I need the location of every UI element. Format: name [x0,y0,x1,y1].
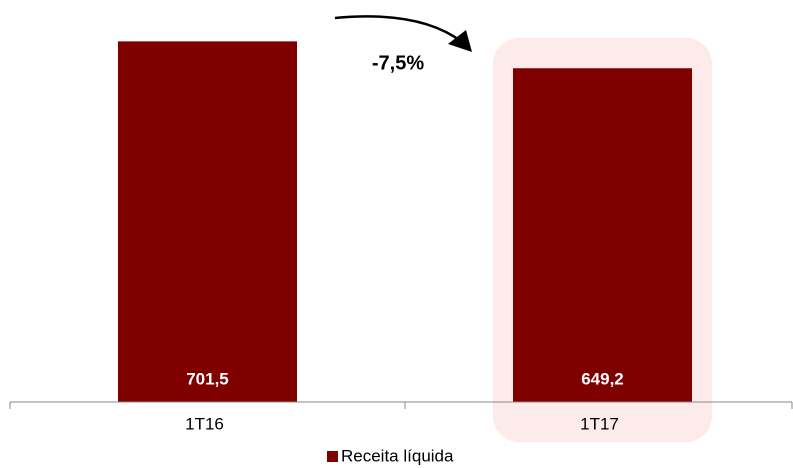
arrow-head [448,30,472,52]
legend-label: Receita líquida [341,446,454,465]
x-tick-label: 1T17 [580,414,619,433]
value-label: 649,2 [581,369,624,388]
bar [513,68,692,402]
annotation: -7,5% [372,52,424,74]
bar [118,41,297,402]
plot [118,41,692,402]
x-tick-label: 1T16 [185,414,224,433]
value-label: 701,5 [186,369,229,388]
legend-swatch [327,451,338,462]
trend-arrow [334,15,463,43]
